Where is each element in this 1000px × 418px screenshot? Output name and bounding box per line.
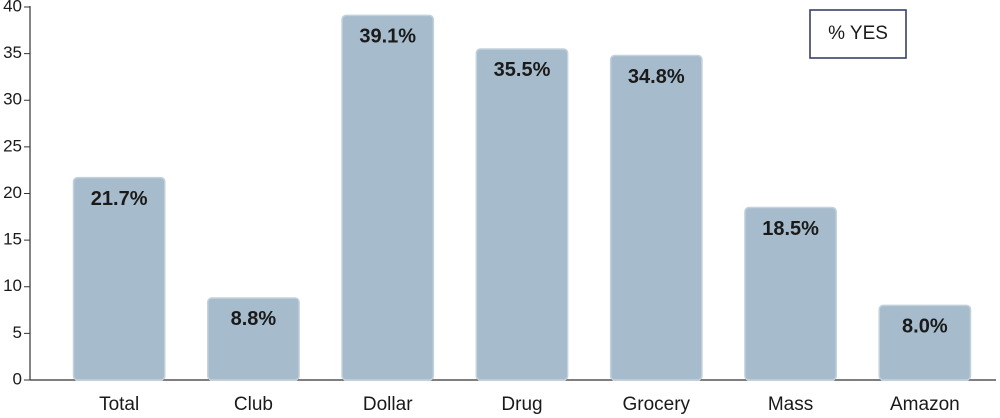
y-tick-label: 40 — [3, 0, 22, 15]
y-tick-label: 10 — [3, 276, 22, 295]
y-tick-label: 20 — [3, 183, 22, 202]
x-tick-label: Dollar — [363, 394, 413, 415]
bar — [475, 48, 569, 381]
x-tick-label: Mass — [768, 394, 813, 415]
legend-box — [809, 9, 907, 59]
y-tick-label: 0 — [13, 369, 22, 388]
x-tick-label: Grocery — [622, 394, 690, 415]
x-tick-label: Club — [234, 394, 273, 415]
y-tick-label: 15 — [3, 230, 22, 249]
value-label: 8.0% — [902, 316, 948, 338]
bar — [878, 304, 972, 381]
y-tick-label: 30 — [3, 90, 22, 109]
value-label: 39.1% — [359, 26, 416, 48]
value-label: 18.5% — [762, 218, 819, 240]
value-label: 21.7% — [91, 188, 148, 210]
y-tick-label: 35 — [3, 43, 22, 62]
value-label: 8.8% — [231, 308, 277, 330]
bar — [207, 297, 300, 381]
bar — [72, 176, 166, 381]
x-tick-label: Drug — [501, 394, 542, 415]
value-label: 34.8% — [628, 66, 685, 88]
bar — [609, 54, 703, 381]
value-label: 35.5% — [494, 59, 551, 81]
x-tick-label: Total — [99, 394, 139, 415]
bar — [341, 14, 435, 381]
bar — [744, 206, 837, 381]
y-tick-label: 5 — [13, 323, 22, 342]
y-tick-label: 25 — [3, 136, 22, 155]
legend-label: % YES — [828, 23, 888, 44]
x-tick-label: Amazon — [890, 394, 960, 415]
